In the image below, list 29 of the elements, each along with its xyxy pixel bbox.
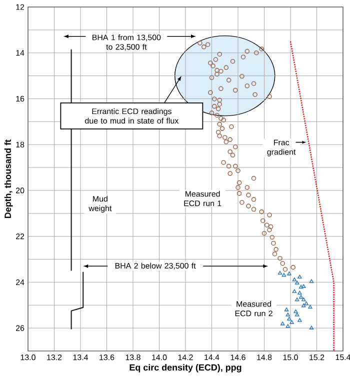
point <box>298 284 304 289</box>
y-axis-title: Depth, thousand ft <box>4 140 13 218</box>
point <box>308 304 312 309</box>
point <box>304 301 308 306</box>
point <box>309 326 314 330</box>
point <box>298 318 302 322</box>
point <box>302 303 306 308</box>
point <box>292 289 297 293</box>
point <box>302 284 306 288</box>
point <box>294 309 298 314</box>
point <box>292 278 297 282</box>
point <box>286 324 290 328</box>
point <box>298 290 302 295</box>
point <box>302 297 306 302</box>
x-axis-title: Eq circ density (ECD), ppg <box>130 364 242 372</box>
point <box>287 272 292 276</box>
point <box>278 270 282 275</box>
point <box>282 272 286 277</box>
point <box>294 280 300 285</box>
point <box>280 322 285 326</box>
point <box>298 294 304 299</box>
point <box>286 312 290 316</box>
point <box>298 274 302 279</box>
point <box>287 316 292 321</box>
point <box>290 320 294 324</box>
point <box>284 308 289 312</box>
point <box>294 312 300 316</box>
point <box>309 279 314 283</box>
point <box>294 297 300 302</box>
